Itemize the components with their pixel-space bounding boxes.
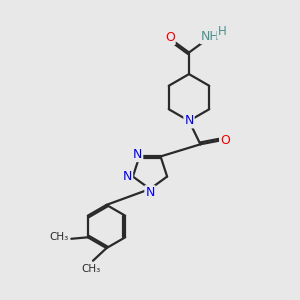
Text: N: N bbox=[184, 114, 194, 128]
Text: NH: NH bbox=[201, 30, 219, 43]
Text: N: N bbox=[123, 170, 132, 183]
Text: O: O bbox=[220, 134, 230, 147]
Text: CH₃: CH₃ bbox=[82, 264, 101, 274]
Text: CH₃: CH₃ bbox=[50, 232, 69, 242]
Text: H: H bbox=[218, 25, 226, 38]
Text: O: O bbox=[165, 31, 175, 44]
Text: N: N bbox=[133, 148, 142, 161]
Text: N: N bbox=[145, 186, 155, 199]
